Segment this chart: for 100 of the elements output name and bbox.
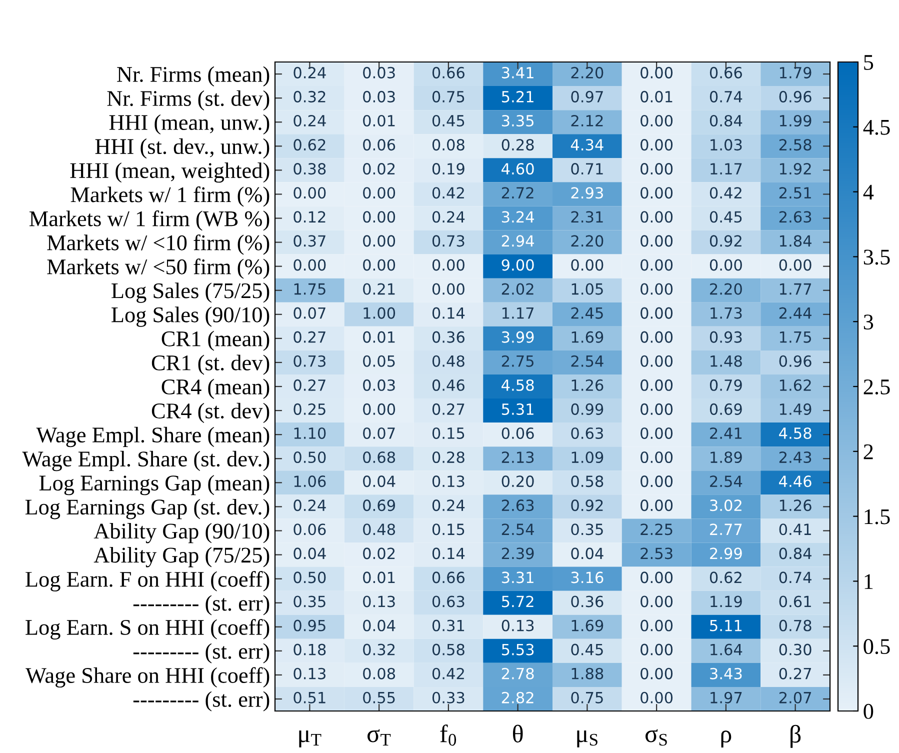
data-label: 0.25 (294, 403, 326, 415)
color-bar-label: 2 (864, 444, 873, 460)
data-label: 4.60 (502, 163, 534, 175)
data-label: 3.41 (502, 66, 534, 78)
data-label: 1.49 (780, 403, 812, 415)
data-label: 0.46 (432, 379, 464, 391)
data-label: 1.26 (780, 500, 812, 512)
data-label: 0.99 (571, 403, 604, 415)
data-label: 0.73 (294, 355, 326, 367)
data-label: 0.24 (294, 500, 326, 512)
data-label: 0.00 (294, 187, 326, 199)
data-label: 0.07 (294, 307, 326, 319)
data-label: 0.03 (363, 90, 395, 102)
data-label: 0.69 (710, 403, 742, 415)
data-label: 0.62 (710, 572, 742, 584)
data-label: 2.54 (710, 476, 742, 488)
data-label: 0.00 (640, 427, 673, 440)
data-label: 0.24 (294, 114, 326, 127)
data-label: 0.04 (363, 476, 396, 488)
data-label: 0.14 (432, 307, 465, 319)
data-label: 0.00 (640, 572, 673, 584)
data-label: 0.00 (640, 379, 673, 391)
data-label: 0.00 (640, 114, 673, 127)
data-label: 0.00 (571, 259, 604, 271)
y-tick-label: Markets w/ 1 firm (%) (70, 186, 270, 207)
data-label: 0.27 (432, 403, 464, 415)
data-label: 2.20 (571, 66, 604, 78)
data-label: 0.74 (710, 90, 742, 102)
color-bar-label: 1.5 (864, 509, 890, 524)
data-label: 4.58 (502, 379, 534, 391)
data-label: 1.62 (780, 379, 811, 391)
y-tick-label: Markets w/ <10 firm (%) (47, 234, 270, 255)
data-label: 0.32 (294, 90, 326, 102)
data-label: 0.05 (363, 355, 395, 367)
data-label: 0.45 (710, 211, 742, 223)
data-label: 0.37 (294, 235, 326, 247)
data-label: 1.09 (572, 451, 604, 464)
data-label: 2.51 (779, 187, 811, 199)
x-tick-label: f$_{0}$ (440, 724, 456, 746)
y-tick-label: Log Earn. F on HHI (coeff) (26, 570, 270, 592)
data-label: 0.01 (363, 114, 395, 127)
color-bar-label: 0.5 (864, 639, 890, 654)
data-label: 0.04 (294, 548, 326, 560)
data-label: 0.51 (294, 692, 326, 704)
data-label: 0.92 (571, 500, 603, 512)
data-label: 0.02 (363, 163, 395, 175)
data-label: 0.00 (640, 139, 673, 151)
x-tick-label: σ$_{S}$ (646, 729, 667, 746)
data-label: 0.13 (363, 596, 395, 608)
data-label: 3.24 (502, 211, 534, 223)
data-label: 0.00 (640, 163, 673, 175)
data-label: 0.06 (363, 139, 396, 151)
data-label: 0.00 (640, 403, 673, 415)
y-tick-label: CR1 (st. dev) (152, 354, 270, 375)
data-label: 0.00 (363, 235, 396, 247)
color-bar-label: 2.5 (864, 379, 890, 395)
data-label: 2.58 (779, 139, 812, 151)
data-label: 0.13 (502, 620, 534, 632)
data-label: 0.00 (640, 476, 673, 488)
data-label: 2.31 (571, 211, 603, 223)
data-label: 0.00 (640, 644, 673, 656)
data-label: 0.63 (432, 596, 464, 608)
y-tick-label: --------- (st. err) (133, 595, 270, 616)
x-tick-label: μ$_{T}$ (299, 730, 322, 748)
data-label: 3.16 (571, 572, 604, 584)
data-label: 1.88 (572, 668, 604, 680)
data-label: 0.73 (432, 235, 464, 247)
data-label: 0.08 (432, 139, 464, 151)
data-label: 0.28 (502, 139, 534, 151)
data-label: 5.53 (502, 644, 534, 656)
data-label: 1.19 (710, 596, 742, 608)
data-label: 2.39 (502, 548, 534, 560)
data-label: 0.75 (432, 90, 464, 102)
color-bar-label: 5 (864, 55, 874, 70)
data-label: 0.45 (571, 644, 603, 656)
x-tick-label: σ$_{T}$ (368, 729, 391, 746)
data-label: 0.00 (432, 259, 464, 271)
data-label: 0.45 (432, 114, 464, 127)
color-bar-label: 0 (864, 704, 874, 719)
data-label: 0.36 (432, 331, 464, 343)
y-tick-label: --------- (st. err) (133, 643, 270, 664)
y-tick-label: CR1 (mean) (162, 330, 270, 351)
data-label: 0.36 (571, 596, 604, 608)
data-label: 0.19 (432, 163, 464, 175)
data-label: 1.03 (710, 139, 742, 151)
data-label: 0.55 (363, 692, 395, 704)
data-label: 0.01 (363, 572, 395, 584)
data-label: 0.00 (363, 259, 396, 271)
data-label: 0.13 (294, 668, 326, 680)
data-label: 0.00 (640, 355, 673, 367)
data-label: 0.04 (363, 620, 396, 632)
color-bar-label: 3 (864, 314, 874, 330)
data-label: 0.28 (432, 451, 464, 464)
data-label: 1.79 (780, 66, 812, 78)
data-label: 0.48 (363, 524, 396, 536)
y-tick-label: Log Sales (90/10) (112, 306, 270, 327)
data-label: 0.03 (363, 66, 395, 78)
data-label: 0.66 (432, 66, 464, 78)
y-tick-label: Ability Gap (90/10) (94, 523, 270, 544)
data-label: 0.27 (294, 379, 326, 391)
